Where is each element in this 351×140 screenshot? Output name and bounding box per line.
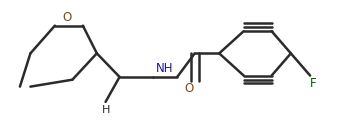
Text: H: H <box>101 105 110 115</box>
Text: NH: NH <box>155 62 173 75</box>
Text: O: O <box>62 11 72 24</box>
Text: O: O <box>184 81 193 94</box>
Text: F: F <box>310 77 317 90</box>
